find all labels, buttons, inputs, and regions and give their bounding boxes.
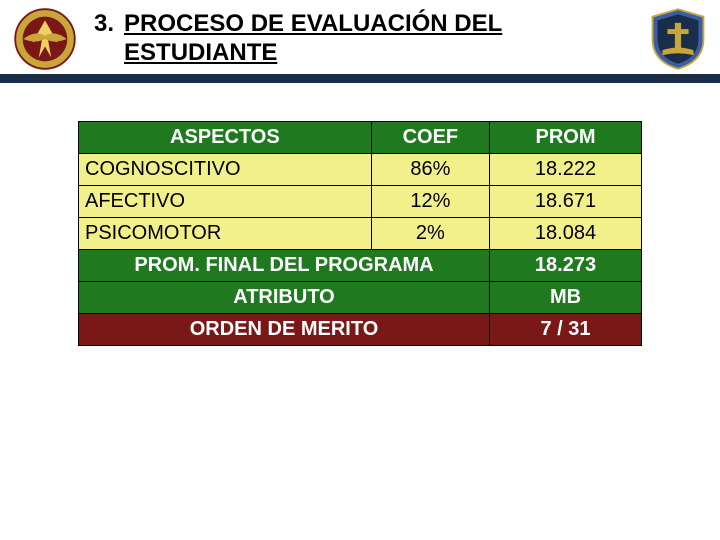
cell-prom: 18.084 xyxy=(489,218,641,250)
cell-prom: 18.671 xyxy=(489,186,641,218)
cell-coef: 86% xyxy=(371,154,489,186)
slide-title: 3.PROCESO DE EVALUACIÓN DEL 3.ESTUDIANTE xyxy=(94,10,650,68)
prom-final-label: PROM. FINAL DEL PROGRAMA xyxy=(79,250,490,282)
prom-final-row: PROM. FINAL DEL PROGRAMA 18.273 xyxy=(79,250,642,282)
prom-final-value: 18.273 xyxy=(489,250,641,282)
emblem-right-icon xyxy=(650,8,706,70)
cell-aspecto: AFECTIVO xyxy=(79,186,372,218)
table-row: PSICOMOTOR 2% 18.084 xyxy=(79,218,642,250)
slide-header: 3.PROCESO DE EVALUACIÓN DEL 3.ESTUDIANTE xyxy=(0,0,720,70)
atributo-label: ATRIBUTO xyxy=(79,282,490,314)
cell-aspecto: PSICOMOTOR xyxy=(79,218,372,250)
orden-label: ORDEN DE MERITO xyxy=(79,314,490,346)
title-line-1: PROCESO DE EVALUACIÓN DEL xyxy=(124,10,502,37)
cell-prom: 18.222 xyxy=(489,154,641,186)
cell-aspecto: COGNOSCITIVO xyxy=(79,154,372,186)
th-prom: PROM xyxy=(489,122,641,154)
orden-row: ORDEN DE MERITO 7 / 31 xyxy=(79,314,642,346)
th-aspectos: ASPECTOS xyxy=(79,122,372,154)
slide-title-block: 3.PROCESO DE EVALUACIÓN DEL 3.ESTUDIANTE xyxy=(76,8,650,68)
atributo-row: ATRIBUTO MB xyxy=(79,282,642,314)
title-number: 3. xyxy=(94,10,114,39)
table-row: AFECTIVO 12% 18.671 xyxy=(79,186,642,218)
table-row: COGNOSCITIVO 86% 18.222 xyxy=(79,154,642,186)
content-area: ASPECTOS COEF PROM COGNOSCITIVO 86% 18.2… xyxy=(0,83,720,346)
header-divider xyxy=(0,74,720,83)
cell-coef: 12% xyxy=(371,186,489,218)
evaluation-table: ASPECTOS COEF PROM COGNOSCITIVO 86% 18.2… xyxy=(78,121,642,346)
orden-value: 7 / 31 xyxy=(489,314,641,346)
emblem-left-icon xyxy=(14,8,76,70)
th-coef: COEF xyxy=(371,122,489,154)
table-header-row: ASPECTOS COEF PROM xyxy=(79,122,642,154)
cell-coef: 2% xyxy=(371,218,489,250)
atributo-value: MB xyxy=(489,282,641,314)
title-line-2: ESTUDIANTE xyxy=(124,39,277,66)
